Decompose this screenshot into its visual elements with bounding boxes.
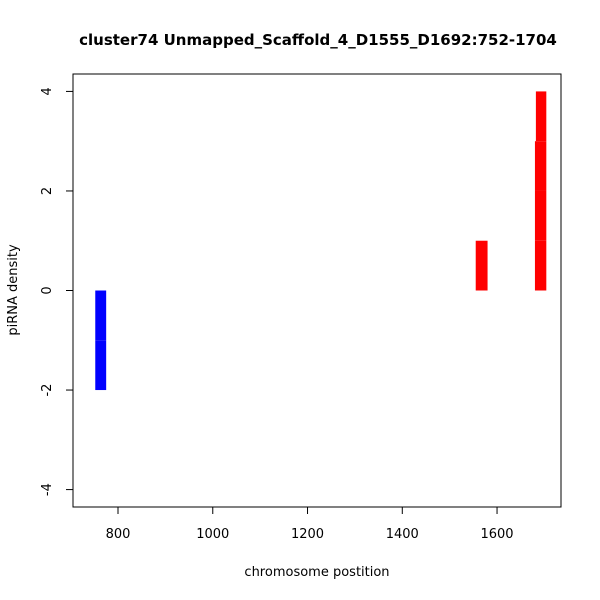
- y-tick-label: 0: [40, 286, 55, 294]
- density-bar-1-2: [534, 190, 547, 241]
- y-axis-label: piRNA density: [6, 244, 21, 336]
- y-tick-label: 2: [40, 187, 55, 195]
- y-tick-label: 4: [40, 87, 55, 95]
- y-tick-label: -4: [40, 483, 55, 496]
- density-bar-0-0: [95, 290, 107, 341]
- density-bar-1-4: [535, 91, 547, 142]
- x-axis: 800 1000 1200 1400 1600: [106, 506, 514, 542]
- density-bar-1-0: [475, 240, 488, 291]
- density-bar-1-3: [534, 141, 547, 191]
- density-bar-0-1: [95, 340, 107, 391]
- x-tick-label: 1600: [480, 527, 513, 542]
- chart-title: cluster74 Unmapped_Scaffold_4_D1555_D169…: [79, 31, 557, 49]
- x-tick-label: 1400: [386, 527, 419, 542]
- bars-layer: [95, 91, 547, 391]
- y-tick-label: -2: [40, 384, 55, 397]
- density-bar-1-1: [534, 240, 547, 291]
- y-axis: -4 -2 0 2 4: [40, 87, 74, 496]
- x-tick-label: 800: [106, 527, 131, 542]
- x-tick-label: 1000: [196, 527, 229, 542]
- plot-frame: [72, 73, 562, 508]
- x-tick-label: 1200: [291, 527, 324, 542]
- x-axis-label: chromosome postition: [244, 565, 389, 580]
